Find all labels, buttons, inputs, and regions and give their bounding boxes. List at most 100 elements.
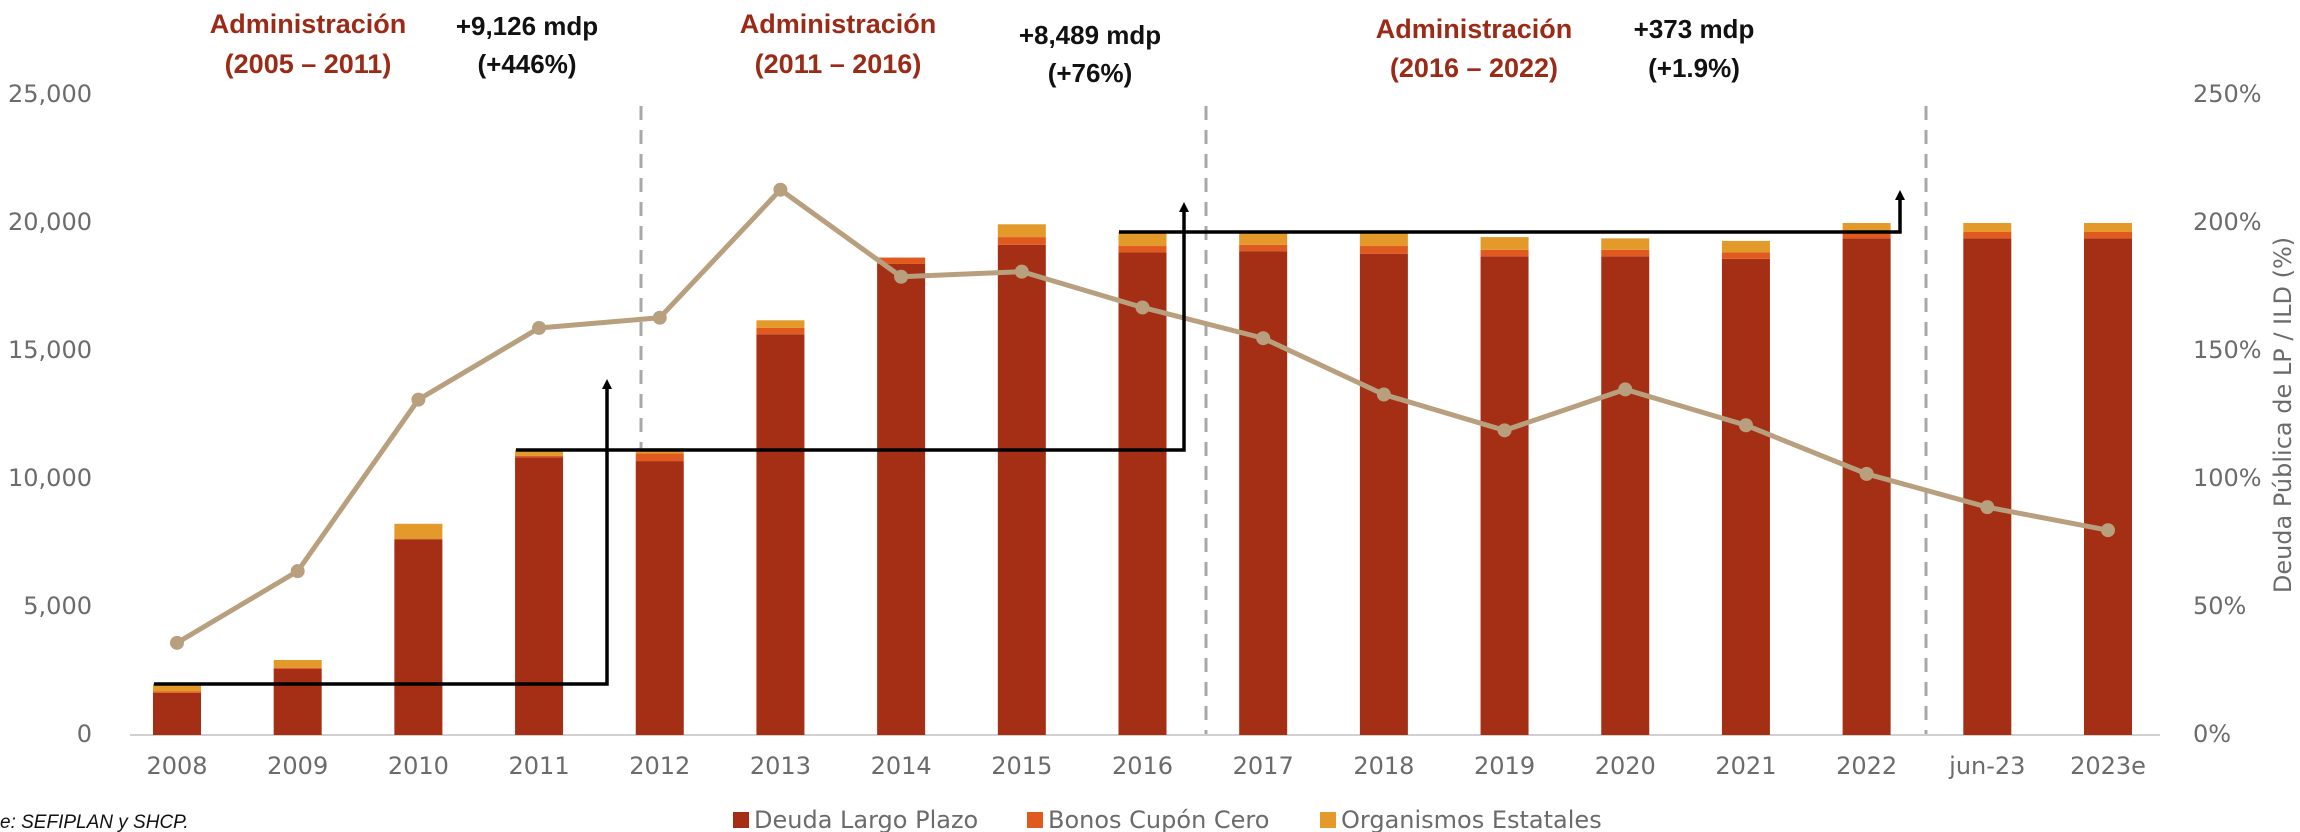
bar-segment [1843,238,1891,735]
y2-tick-label: 200% [2193,208,2262,236]
legend-swatch [1027,812,1043,828]
line-point [1015,265,1029,279]
bar-segment [998,245,1046,735]
x-tick-label: jun-23 [1948,752,2025,780]
line-point [894,270,908,284]
x-tick-label: 2019 [1474,752,1535,780]
x-tick-label: 2008 [146,752,207,780]
x-tick-label: 2009 [267,752,328,780]
bar-segment [1601,238,1649,250]
bar-segment [1722,259,1770,735]
bar-segment [1119,246,1167,252]
bar-segment [1963,232,2011,238]
bar-segment [274,669,322,735]
legend-swatch [733,812,749,828]
annotation: +8,489 mdp [1019,20,1161,50]
bar-segment [1963,223,2011,232]
chart: Deuda Pública de LP / ILD (%) e: SEFIPLA… [0,0,2300,832]
bar-segment [274,668,322,669]
bar-segment [153,693,201,735]
bar-segment [515,457,563,735]
y2-tick-label: 150% [2193,336,2262,364]
x-tick-label: 2011 [509,752,570,780]
bar-segment [2084,238,2132,735]
bar-segment [636,453,684,461]
growth-arrow [1119,195,1900,232]
bar-segment [1239,233,1287,245]
line-point [1377,388,1391,402]
legend-swatch [1320,812,1336,828]
bar-segment [1360,246,1408,254]
x-tick-label: 2010 [388,752,449,780]
bar-segment [394,524,442,539]
growth-arrow [516,207,1184,450]
bar-segment [1843,233,1891,238]
annotation: Administración [740,9,937,39]
y-tick-label: 5,000 [23,592,92,620]
bar-segment [1119,232,1167,246]
annotation: (2005 – 2011) [225,49,392,79]
annotation: +9,126 mdp [456,11,598,41]
x-tick-label: 2014 [871,752,932,780]
x-tick-label: 2021 [1715,752,1776,780]
bar-segment [998,224,1046,237]
bar-segment [1963,238,2011,735]
annotation: (+76%) [1048,58,1133,88]
legend-label: Deuda Largo Plazo [754,806,978,832]
annotation: +373 mdp [1634,14,1755,44]
bar-segment [1360,233,1408,246]
bar-segment [1481,237,1529,250]
line-point [653,311,667,325]
bar-segment [1722,252,1770,258]
y2-tick-label: 0% [2193,720,2231,748]
x-tick-label: 2023e [2070,752,2146,780]
y-tick-label: 0 [77,720,92,748]
annotation: Administración [1376,14,1573,44]
line-point [1256,331,1270,345]
annotation: Administración [210,9,407,39]
line-point [1498,423,1512,437]
bar-segment [756,334,804,735]
source-note: e: SEFIPLAN y SHCP. [0,812,189,832]
bar-segment [1239,251,1287,735]
y2-tick-label: 50% [2193,592,2246,620]
bar-segment [1360,254,1408,735]
bar-segment [756,328,804,334]
bar-segment [1601,256,1649,735]
bar-segment [1722,241,1770,253]
x-tick-label: 2017 [1233,752,1294,780]
bar-segment [515,456,563,457]
annotation: (+446%) [478,49,577,79]
bar-segment [998,237,1046,245]
x-tick-label: 2012 [629,752,690,780]
bar-segment [394,539,442,735]
line-point [1980,500,1994,514]
line-point [1618,382,1632,396]
line-point [170,636,184,650]
line-point [2101,523,2115,537]
x-tick-label: 2018 [1353,752,1414,780]
y2-axis-title: Deuda Pública de LP / ILD (%) [2269,237,2297,593]
line-point [1136,300,1150,314]
bar-segment [274,660,322,668]
bar-segment [153,691,201,692]
bar-segment [1239,245,1287,251]
bar-segment [2084,232,2132,238]
x-tick-label: 2016 [1112,752,1173,780]
bar-segment [2084,223,2132,232]
legend-label: Bonos Cupón Cero [1048,806,1269,832]
x-tick-label: 2020 [1595,752,1656,780]
line-point [1860,467,1874,481]
line-point [1739,418,1753,432]
annotation: (+1.9%) [1648,53,1740,83]
y2-tick-label: 250% [2193,80,2262,108]
legend-label: Organismos Estatales [1341,806,1602,832]
y-tick-label: 15,000 [8,336,92,364]
bar-segment [1601,250,1649,256]
annotation: (2011 – 2016) [755,49,922,79]
x-tick-label: 2015 [991,752,1052,780]
line-point [411,393,425,407]
x-tick-label: 2022 [1836,752,1897,780]
page: {"chart_data": { "type": "stacked-bar-li… [0,0,2300,832]
bar-segment [877,264,925,735]
